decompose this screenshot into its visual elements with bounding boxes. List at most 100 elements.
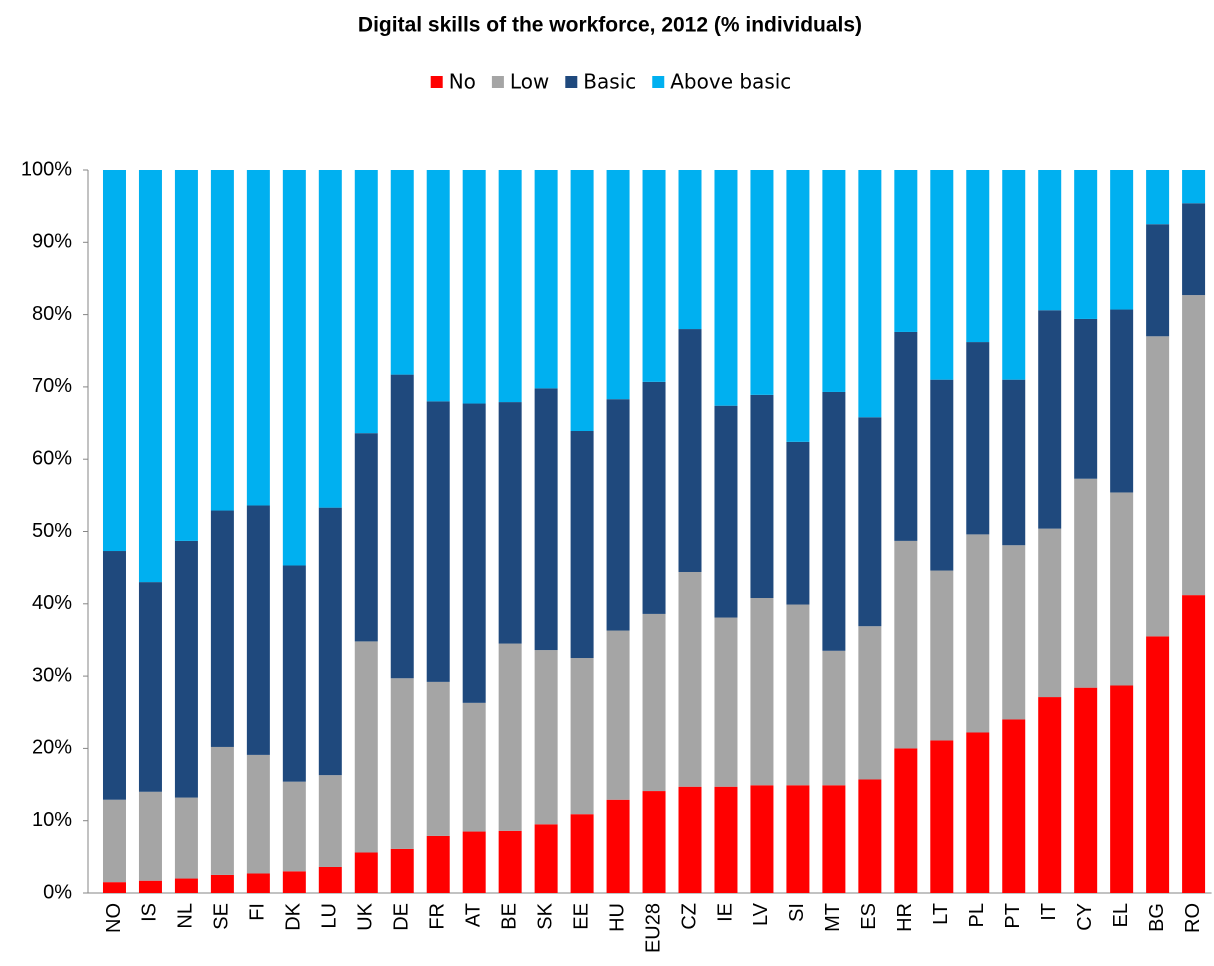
legend-swatch [430, 76, 443, 88]
y-tick-label: 80% [32, 303, 72, 325]
bar-segment [534, 824, 558, 893]
legend-item: No [430, 70, 476, 94]
chart-title: Digital skills of the workforce, 2012 (%… [358, 14, 862, 37]
bar-segment [498, 402, 522, 644]
bar-segment [1038, 528, 1062, 698]
x-tick-label: PT [1002, 903, 1024, 929]
bar-segment [606, 399, 630, 631]
bar-segment [714, 617, 738, 787]
bar-segment [678, 329, 702, 572]
bar-segment [1146, 170, 1170, 225]
bar-segment [1038, 310, 1062, 529]
bar-segment [1074, 170, 1098, 319]
y-tick-label: 20% [32, 737, 72, 759]
bar-segment [1002, 545, 1026, 720]
y-tick-label: 10% [32, 809, 72, 831]
bar-segment [138, 880, 162, 893]
bar-segment [930, 170, 954, 380]
bar-segment [282, 170, 306, 566]
legend-item: Low [491, 70, 549, 94]
x-tick-label: HU [606, 903, 628, 932]
y-tick-label: 70% [32, 375, 72, 397]
bar-segment [1110, 170, 1134, 310]
bar-segment [1182, 203, 1206, 296]
bar-segment [1110, 492, 1134, 686]
bar-segment [318, 507, 342, 776]
bar-segment [1038, 170, 1062, 311]
x-tick-label: SE [211, 903, 233, 930]
bar-segment [282, 565, 306, 782]
bar-segment [822, 391, 846, 651]
bar-segment [138, 791, 162, 881]
legend-label: Low [510, 70, 549, 94]
bar-segment [102, 882, 126, 893]
x-tick-label: NL [175, 903, 197, 929]
bar-segment [930, 379, 954, 571]
bar-segment [1074, 687, 1098, 893]
x-tick-label: RO [1182, 903, 1204, 933]
bar-segment [138, 170, 162, 583]
bar-segment [462, 403, 486, 703]
bar-segment [210, 170, 234, 511]
x-tick-label: BE [498, 903, 520, 930]
bar-segment [318, 170, 342, 508]
bar-segment [606, 630, 630, 800]
bar-segment [894, 170, 918, 332]
x-tick-label: BG [1146, 903, 1168, 932]
y-tick-label: 30% [32, 664, 72, 686]
x-tick-label: LV [750, 902, 772, 926]
bar-segment [1182, 295, 1206, 596]
bar-segment [642, 170, 666, 382]
bar-segment [426, 835, 450, 893]
bar-segment [570, 658, 594, 815]
bar-segment [750, 598, 774, 786]
bar-segment [930, 570, 954, 741]
bar-segment [894, 331, 918, 541]
x-tick-label: MT [822, 903, 844, 932]
bar-segment [426, 681, 450, 836]
bar-segment [714, 786, 738, 893]
bar-segment [678, 170, 702, 330]
bar-segment [210, 746, 234, 875]
bar-segment [174, 797, 198, 879]
bar-segment [102, 170, 126, 552]
legend-item: Above basic [652, 70, 791, 94]
bar-segment [858, 170, 882, 418]
bar-segment [750, 785, 774, 893]
bar-segment [138, 582, 162, 792]
bar-segment [966, 342, 990, 535]
bar-segment [318, 775, 342, 867]
x-tick-label: CY [1074, 903, 1096, 931]
x-tick-label: DE [391, 903, 413, 931]
bar-segment [822, 785, 846, 893]
bar-segment [534, 650, 558, 825]
bar-segment [462, 702, 486, 832]
bar-segment [966, 170, 990, 343]
bar-segment [318, 866, 342, 893]
bar-segment [930, 740, 954, 893]
bar-segment [462, 170, 486, 404]
bar-segment [534, 170, 558, 389]
bar-segment [498, 830, 522, 893]
legend-item: Basic [565, 70, 636, 94]
bar-segment [1074, 318, 1098, 479]
x-tick-label: EE [570, 903, 592, 930]
bar-segment [390, 374, 414, 679]
bar-segment [1182, 595, 1206, 893]
bar-segment [390, 848, 414, 893]
x-tick-label: AT [462, 903, 484, 927]
bar-segment [858, 417, 882, 627]
y-tick-label: 40% [32, 592, 72, 614]
y-tick-label: 60% [32, 447, 72, 469]
bar-segment [714, 170, 738, 406]
bar-segment [1038, 697, 1062, 893]
bar-segment [426, 401, 450, 682]
bar-segment [642, 613, 666, 792]
bar-segment [534, 388, 558, 651]
bar-segment [966, 534, 990, 733]
bar-segment [966, 732, 990, 893]
bar-segment [1002, 170, 1026, 380]
bar-segment [354, 433, 378, 642]
bar-segment [894, 748, 918, 893]
